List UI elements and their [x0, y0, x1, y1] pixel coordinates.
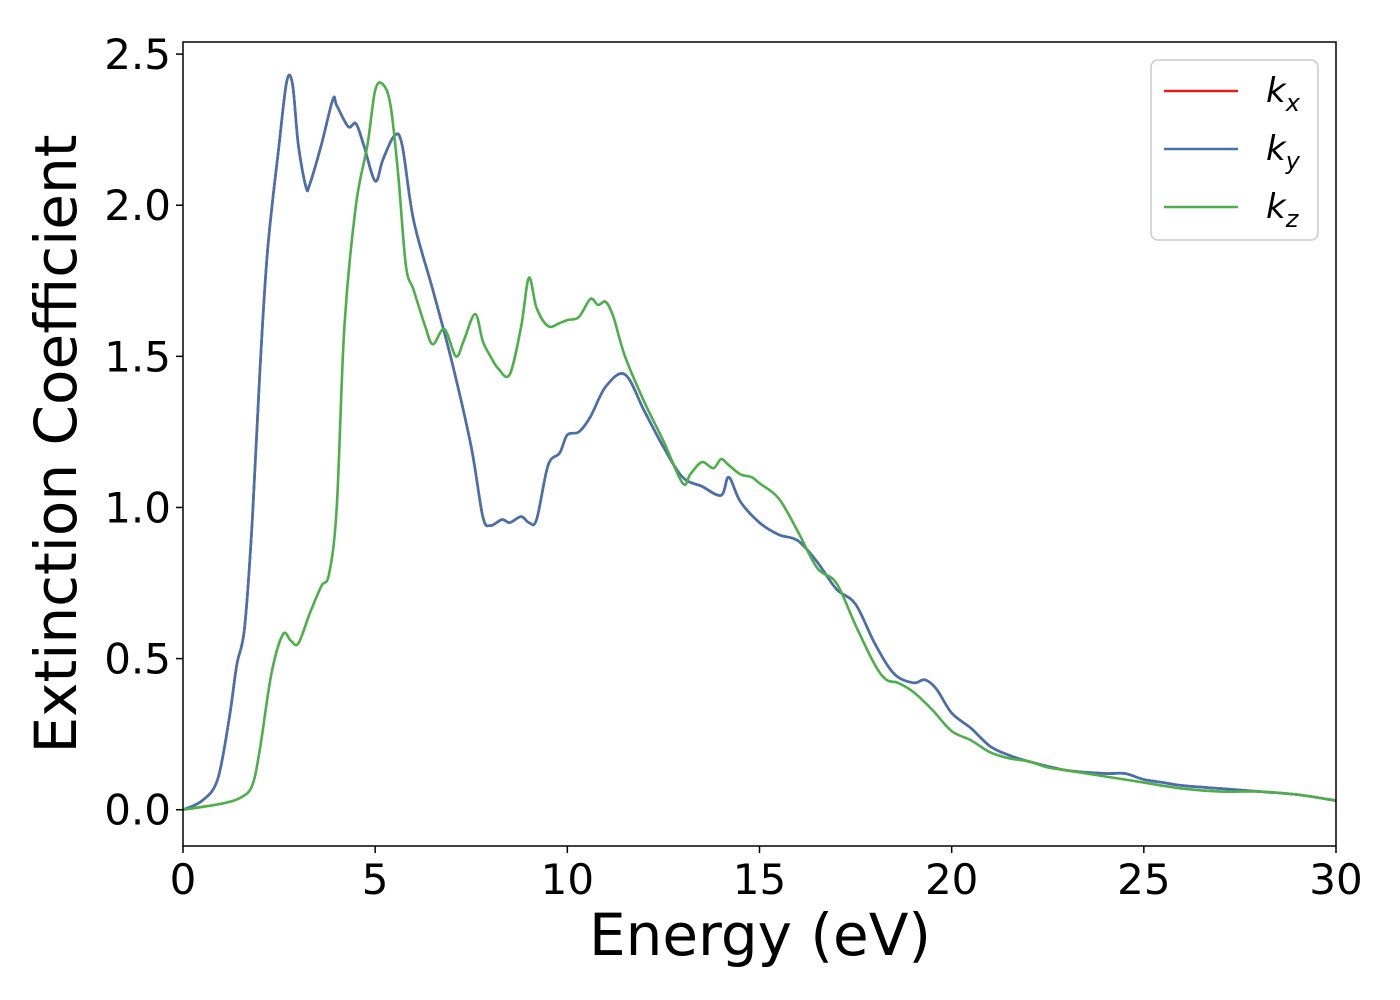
x-axis-label: Energy (eV) — [589, 901, 931, 969]
legend-label-k-x: kx — [1266, 71, 1301, 117]
x-tick-label: 25 — [1117, 855, 1170, 904]
legend-label-main: k — [1266, 71, 1287, 111]
y-tick-label: 0.5 — [104, 635, 171, 684]
legend-label-k-z: kz — [1266, 187, 1300, 233]
legend-label-k-y: ky — [1266, 129, 1301, 175]
legend-label-subscript: y — [1285, 147, 1301, 175]
series-layer — [182, 73, 1337, 812]
y-axis-label: Extinction Coefficient — [22, 135, 90, 754]
x-tick-label: 5 — [362, 855, 389, 904]
x-tick-label: 30 — [1309, 855, 1362, 904]
y-tick-label: 1.0 — [104, 483, 171, 532]
x-tick-label: 20 — [925, 855, 978, 904]
legend-label-subscript: x — [1285, 89, 1301, 117]
x-tick-label: 10 — [541, 855, 594, 904]
y-tick-label: 0.0 — [104, 786, 171, 835]
y-axis: 0.0 0.5 1.0 1.5 2.0 2.5 — [104, 30, 183, 835]
x-tick-label: 0 — [170, 855, 197, 904]
y-tick-label: 2.5 — [104, 30, 171, 79]
legend-label-subscript: z — [1285, 205, 1300, 233]
series-line-k-y — [182, 73, 1337, 811]
y-tick-label: 1.5 — [104, 332, 171, 381]
legend-label-main: k — [1266, 129, 1287, 169]
y-tick-label: 2.0 — [104, 181, 171, 230]
x-tick-label: 15 — [733, 855, 786, 904]
legend-label-main: k — [1266, 187, 1287, 227]
x-axis: 0 5 10 15 20 25 30 — [170, 846, 1363, 904]
series-line-k-z — [182, 81, 1337, 812]
